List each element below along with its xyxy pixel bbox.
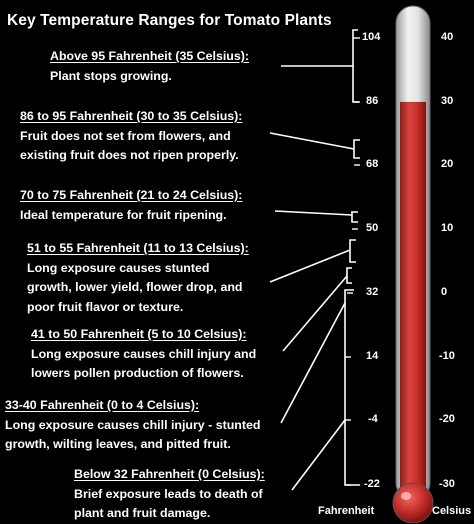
range-text: Long exposure causes stunted	[27, 260, 210, 275]
range-text: lowers pollen production of flowers.	[31, 366, 244, 380]
celsius-tick: 20	[441, 158, 454, 170]
range-text: Long exposure causes chill injury and	[31, 346, 257, 361]
fahrenheit-tick: -22	[364, 478, 380, 490]
range-text: Fruit does not set from flowers, and	[20, 128, 231, 143]
celsius-tick: -10	[439, 350, 455, 362]
range-text: plant and fruit damage.	[74, 506, 211, 520]
range-heading: 70 to 75 Fahrenheit (21 to 24 Celsius):	[20, 188, 243, 202]
range-51-55: 51 to 55 Fahrenheit (11 to 13 Celsius): …	[27, 239, 249, 317]
celsius-tick: 30	[441, 95, 454, 107]
tick-marks	[345, 37, 360, 486]
page-title: Key Temperature Ranges for Tomato Plants	[7, 12, 332, 29]
range-heading: 41 to 50 Fahrenheit (5 to 10 Celsius):	[31, 327, 247, 341]
range-text: Plant stops growing.	[50, 68, 172, 83]
celsius-tick: 10	[441, 222, 454, 234]
fahrenheit-tick: 14	[366, 350, 379, 362]
fahrenheit-tick: -4	[368, 413, 378, 425]
thermometer-fluid	[400, 101, 426, 496]
fahrenheit-tick: 68	[366, 158, 379, 170]
thermometer-bulb	[392, 482, 434, 523]
range-70-75: 70 to 75 Fahrenheit (21 to 24 Celsius): …	[20, 186, 242, 225]
range-text: Brief exposure leads to death of	[74, 486, 263, 501]
celsius-tick: -20	[439, 413, 455, 425]
range-33-40: 33-40 Fahrenheit (0 to 4 Celsius): Long …	[5, 396, 260, 455]
fahrenheit-tick: 86	[366, 95, 379, 107]
range-above-95: Above 95 Fahrenheit (35 Celsius): Plant …	[50, 47, 249, 86]
range-41-50: 41 to 50 Fahrenheit (5 to 10 Celsius): L…	[31, 325, 256, 384]
celsius-tick: 0	[441, 286, 448, 298]
range-heading: 33-40 Fahrenheit (0 to 4 Celsius):	[5, 398, 200, 412]
range-heading: 51 to 55 Fahrenheit (11 to 13 Celsius):	[27, 241, 249, 255]
fahrenheit-tick: 50	[366, 222, 379, 234]
range-text: existing fruit does not ripen properly.	[20, 148, 239, 162]
fahrenheit-tick: 32	[366, 286, 379, 298]
range-heading: Above 95 Fahrenheit (35 Celsius):	[50, 49, 249, 63]
celsius-axis-label: Celsius	[432, 505, 472, 517]
range-text: poor fruit flavor or texture.	[27, 299, 184, 314]
range-heading: Below 32 Fahrenheit (0 Celsius):	[74, 467, 265, 481]
leader-lines	[269, 65, 355, 491]
scale-brackets	[344, 29, 360, 486]
celsius-tick: 40	[441, 31, 454, 43]
range-86-95: 86 to 95 Fahrenheit (30 to 35 Celsius): …	[20, 107, 242, 166]
range-heading: 86 to 95 Fahrenheit (30 to 35 Celsius):	[20, 109, 243, 123]
range-text: Long exposure causes chill injury - stun…	[5, 417, 261, 432]
range-below-32: Below 32 Fahrenheit (0 Celsius): Brief e…	[74, 465, 265, 524]
range-text: growth, lower yield, flower drop, and	[27, 280, 243, 294]
range-text: growth, wilting leaves, and pitted fruit…	[5, 437, 231, 451]
fahrenheit-tick: 104	[362, 31, 381, 43]
range-text: Ideal temperature for fruit ripening.	[20, 207, 227, 222]
fahrenheit-axis-label: Fahrenheit	[318, 505, 375, 517]
celsius-tick: -30	[439, 478, 455, 490]
